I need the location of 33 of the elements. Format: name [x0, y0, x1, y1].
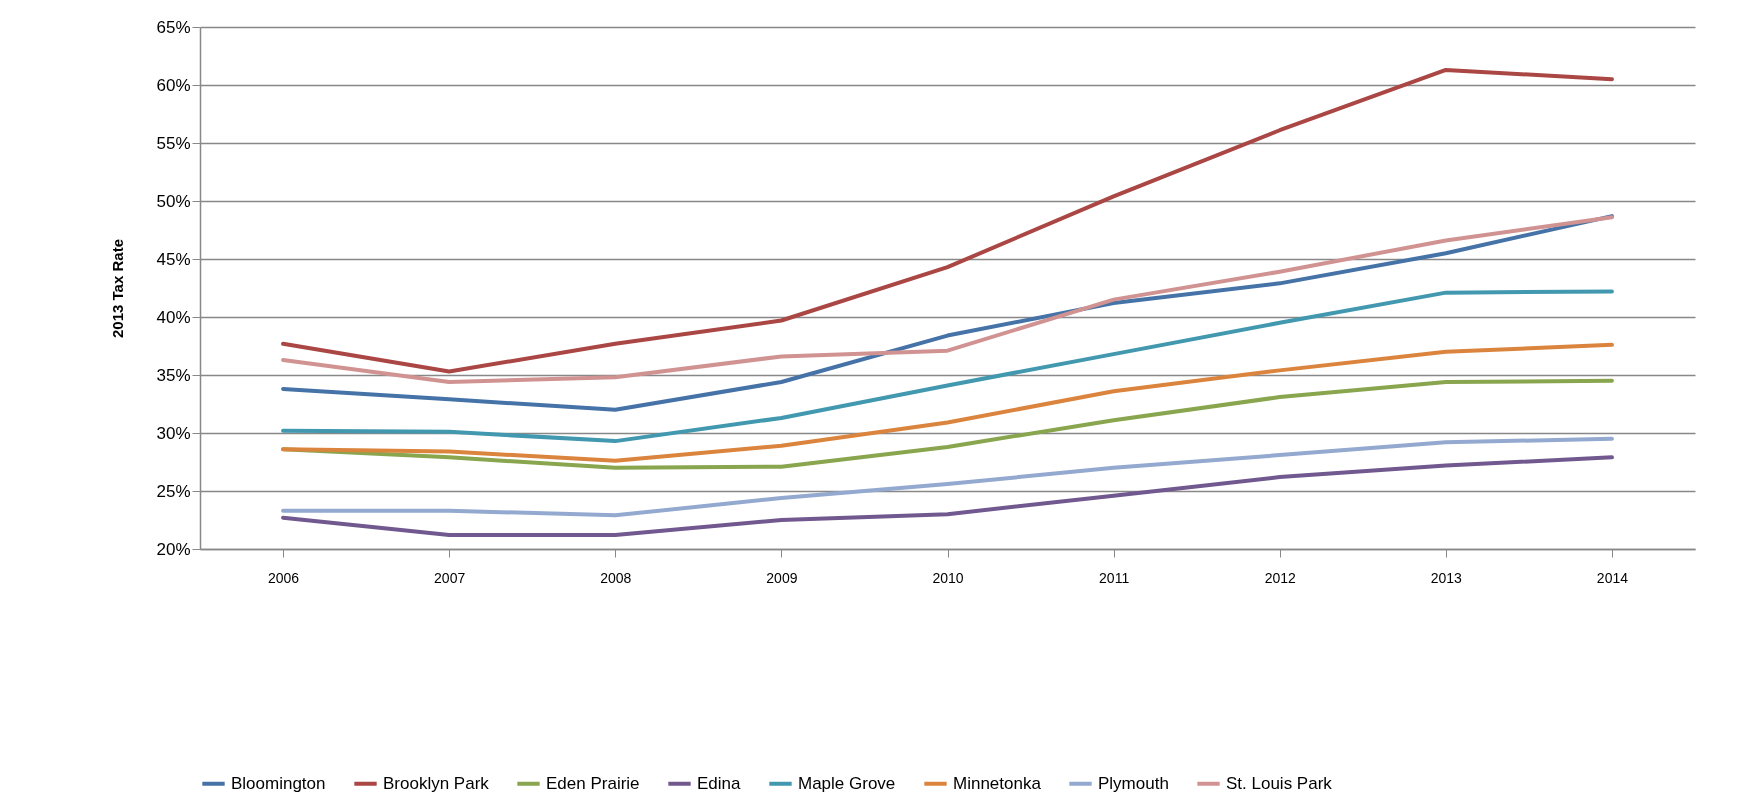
line-series [281, 289, 1614, 444]
line-series [281, 67, 1614, 374]
x-tick-label: 2011 [1099, 569, 1130, 586]
legend-label: Brooklyn Park [383, 773, 490, 793]
y-tick-label: 30% [156, 423, 191, 443]
y-tick-label: 25% [156, 481, 191, 501]
x-tick-label: 2012 [1264, 569, 1296, 586]
legend-label: Eden Prairie [546, 773, 640, 793]
line-series [281, 436, 1614, 518]
y-tick-label: 50% [156, 191, 191, 211]
y-tick-label: 20% [156, 539, 191, 559]
legend-label: Bloomington [231, 773, 326, 793]
y-tick-label: 60% [156, 75, 191, 95]
x-tick-label: 2014 [1596, 569, 1629, 586]
y-tick-label: 55% [156, 133, 191, 153]
line-series [281, 342, 1614, 463]
x-tick-label: 2013 [1430, 569, 1463, 586]
x-tick-label: 2008 [600, 569, 632, 586]
legend-label: St. Louis Park [1226, 773, 1333, 793]
y-tick-label: 65% [156, 17, 191, 37]
x-tick-label: 2010 [932, 569, 964, 586]
line-series [281, 455, 1614, 538]
legend-label: Plymouth [1098, 773, 1169, 793]
y-axis-title: 2013 Tax Rate [109, 239, 127, 338]
legend-label: Maple Grove [798, 773, 896, 793]
x-tick-label: 2009 [766, 569, 798, 586]
x-tick-label: 2006 [267, 569, 300, 586]
y-tick-label: 35% [156, 365, 191, 385]
legend-label: Minnetonka [953, 773, 1042, 793]
y-tick-label: 40% [156, 307, 191, 327]
y-tick-label: 45% [156, 249, 191, 269]
legend-label: Edina [697, 773, 742, 793]
x-tick-label: 2007 [434, 569, 466, 586]
